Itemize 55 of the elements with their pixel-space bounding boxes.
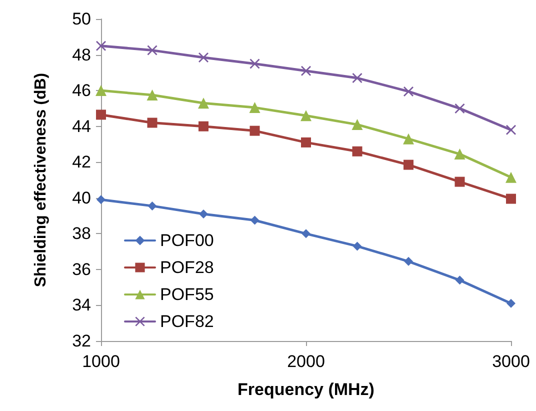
point: [403, 133, 414, 144]
point: [301, 137, 311, 148]
point: [96, 85, 106, 96]
y-tick-label: 46: [72, 81, 91, 100]
point: [352, 73, 362, 84]
point: [96, 110, 106, 120]
x-tick-label: 2000: [287, 352, 325, 371]
legend-label: POF55: [160, 285, 214, 304]
point: [250, 216, 260, 225]
x-tick-label: 1000: [82, 352, 120, 371]
y-tick-label: 42: [72, 152, 91, 172]
point: [352, 242, 362, 251]
point: [198, 98, 209, 109]
point: [250, 126, 260, 136]
y-tick-label: 44: [72, 116, 91, 136]
point: [454, 176, 465, 187]
point: [454, 103, 465, 114]
point: [198, 121, 208, 132]
point: [454, 148, 466, 160]
x-tick-label: 3000: [492, 352, 530, 371]
point: [96, 40, 106, 51]
legend-label: POF00: [160, 231, 214, 250]
point: [146, 90, 158, 101]
y-tick-label: 50: [72, 10, 91, 28]
x-axis-title: Frequency (MHz): [238, 380, 374, 399]
y-tick-label: 36: [72, 260, 91, 279]
point: [198, 52, 208, 62]
point: [352, 146, 362, 156]
legend-label: POF82: [160, 312, 214, 331]
point: [404, 160, 414, 170]
point: [301, 66, 311, 76]
point: [300, 110, 312, 122]
point: [250, 58, 260, 69]
y-axis-title: Shielding effectiveness (dB): [32, 72, 50, 288]
y-tick-label: 48: [72, 45, 91, 64]
legend-label: POF28: [160, 258, 214, 277]
point: [148, 201, 157, 210]
point: [404, 256, 413, 266]
point: [249, 102, 260, 114]
point: [302, 229, 310, 238]
point: [96, 195, 106, 204]
point: [199, 209, 208, 218]
point: [506, 194, 516, 204]
point: [506, 124, 516, 135]
point: [404, 86, 414, 96]
point: [506, 172, 516, 183]
y-tick-label: 40: [72, 188, 91, 208]
point: [147, 45, 158, 56]
y-tick-label: 32: [72, 332, 91, 350]
point: [455, 276, 464, 285]
point: [147, 118, 158, 128]
point: [506, 298, 516, 308]
y-tick-label: 34: [72, 296, 91, 315]
point: [352, 119, 363, 130]
y-tick-label: 38: [72, 224, 91, 244]
